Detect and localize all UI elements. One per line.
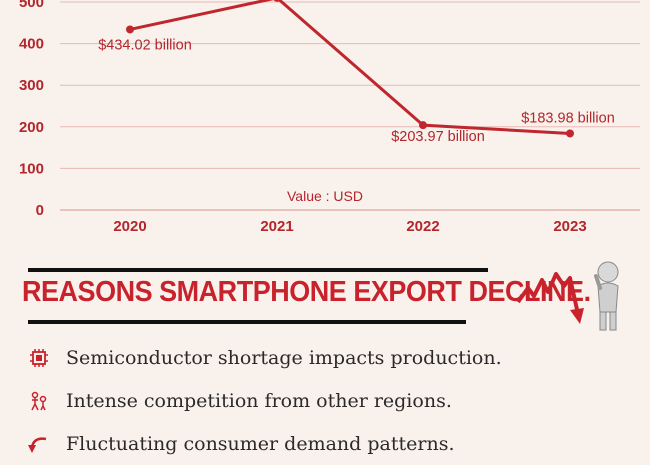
chip-icon (30, 348, 48, 367)
y-tick-label: 100 (19, 160, 44, 177)
data-point (566, 129, 574, 138)
arrow-head-icon (570, 308, 584, 324)
unit-label: Value : USD (287, 188, 363, 204)
heading-block: REASONS SMARTPHONE EXPORT DECLINE. (22, 268, 591, 324)
data-label: $183.98 billion (521, 110, 615, 126)
x-tick-label: 2023 (553, 218, 586, 235)
decline-arrow-icon (516, 272, 580, 315)
reason-text: Fluctuating consumer demand patterns. (66, 432, 455, 455)
data-point (126, 25, 134, 34)
data-point (273, 0, 281, 2)
line-chart: 0 100 200 300 400 500 2020 2021 2022 2023 $434.0… (19, 0, 640, 235)
reasons-list: Semiconductor shortage impacts productio… (26, 336, 502, 465)
data-label: $203.97 billion (391, 129, 485, 145)
y-tick-label: 0 (36, 202, 44, 219)
y-tick-label: 300 (19, 77, 44, 94)
arrow-icon (28, 436, 47, 453)
reason-text: Semiconductor shortage impacts productio… (66, 346, 502, 369)
x-tick-label: 2020 (113, 218, 146, 235)
grid-lines (60, 1, 640, 211)
data-label: $434.02 billion (98, 37, 192, 53)
competition-icon (31, 391, 47, 410)
x-axis-ticks: 2020 2021 2022 2023 (113, 218, 586, 235)
decline-illustration (516, 261, 619, 331)
x-tick-label: 2021 (260, 218, 293, 235)
series-line (129, 0, 571, 135)
y-tick-label: 500 (19, 0, 44, 11)
heading-rule-top (28, 268, 488, 272)
data-point (419, 121, 427, 130)
section-heading: REASONS SMARTPHONE EXPORT DECLINE. (22, 276, 591, 308)
x-tick-label: 2022 (406, 218, 439, 235)
y-axis-ticks: 0 100 200 300 400 500 (19, 0, 44, 219)
heading-rule-bottom (28, 320, 466, 324)
y-tick-label: 400 (19, 36, 44, 53)
list-item: Intense competition from other regions. (26, 379, 502, 422)
y-tick-label: 200 (19, 119, 44, 136)
worried-person-icon (594, 261, 619, 331)
list-item: Fluctuating consumer demand patterns. (26, 422, 502, 465)
data-points (126, 0, 574, 138)
reason-text: Intense competition from other regions. (66, 389, 452, 412)
list-item: Semiconductor shortage impacts productio… (26, 336, 502, 379)
data-labels: $434.02 billion $203.97 billion $183.98 bi… (98, 37, 615, 145)
